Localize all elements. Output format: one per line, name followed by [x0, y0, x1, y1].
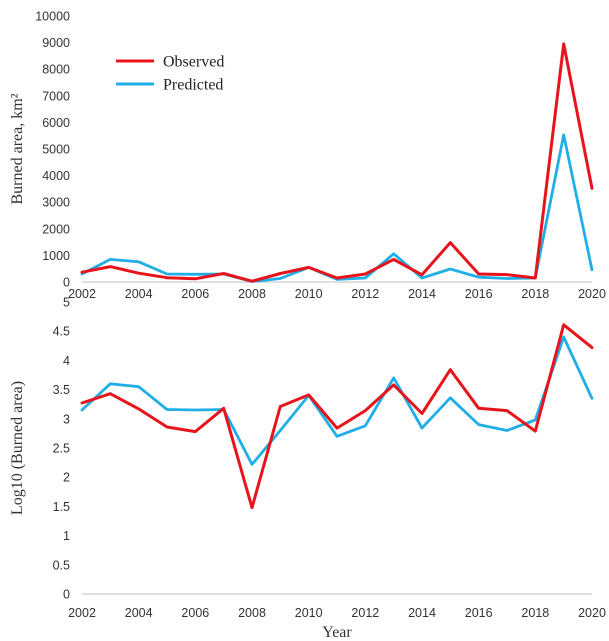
- y-tick-label: 8000: [42, 63, 70, 77]
- x-tick-label: 2004: [125, 606, 153, 620]
- burned-area-panel: 0 1000 2000 3000 4000 5000 6000 7000 8000 9000 100…: [9, 10, 606, 302]
- y-tick-label: 5000: [42, 143, 70, 157]
- y-tick-label: 3000: [42, 196, 70, 210]
- x-tick-label: 2014: [408, 606, 436, 620]
- x-tick-label: 2020: [578, 287, 606, 301]
- legend-label-observed: Observed: [163, 54, 224, 71]
- x-tick-label: 2016: [465, 287, 493, 301]
- y-tick-label: 2000: [42, 222, 70, 236]
- x-tick-label: 2004: [125, 287, 153, 301]
- y-tick-label: 0: [63, 588, 70, 602]
- y-tick-label: 4.5: [53, 325, 70, 339]
- y-tick-label: 3: [63, 412, 70, 426]
- x-tick-label: 2002: [68, 606, 96, 620]
- y-tick-label: 0: [63, 276, 70, 290]
- legend: Observed Predicted: [116, 54, 224, 94]
- x-tick-label: 2012: [351, 606, 379, 620]
- y-tick-label: 6000: [42, 116, 70, 130]
- x-tick-label: 2006: [181, 287, 209, 301]
- y-axis-title: Burned area, km²: [9, 93, 26, 204]
- y-tick-label: 1.5: [53, 500, 70, 514]
- x-tick-label: 2018: [521, 287, 549, 301]
- x-tick-label: 2006: [181, 606, 209, 620]
- x-tick-label: 2012: [351, 287, 379, 301]
- log-burned-area-panel: 0 0.5 1 1.5 2 2.5 3 3.5 4 4.5 5 2002 2004 2006 2008 201…: [9, 296, 606, 641]
- x-tick-label: 2016: [465, 606, 493, 620]
- y-tick-label: 2.5: [53, 442, 70, 456]
- y-tick-label: 1: [63, 529, 70, 543]
- series-line-observed: [80, 42, 594, 283]
- series-line-observed: [80, 323, 594, 510]
- x-tick-label: 2018: [521, 606, 549, 620]
- x-tick-label: 2020: [578, 606, 606, 620]
- y-tick-label: 7000: [42, 89, 70, 103]
- x-tick-label: 2002: [68, 287, 96, 301]
- y-tick-label: 1000: [42, 249, 70, 263]
- y-tick-label: 10000: [35, 10, 70, 24]
- series-line-predicted: [80, 335, 594, 466]
- y-tick-label: 5: [63, 296, 70, 310]
- y-tick-label: 4: [63, 354, 70, 368]
- legend-label-predicted: Predicted: [163, 77, 223, 94]
- y-tick-label: 9000: [42, 36, 70, 50]
- x-axis-title: Year: [322, 624, 352, 641]
- x-tick-label: 2014: [408, 287, 436, 301]
- x-tick-label: 2010: [295, 606, 323, 620]
- series-line-predicted: [80, 133, 594, 283]
- y-tick-label: 2: [63, 471, 70, 485]
- y-axis-title: Log10 (Burned area): [9, 381, 26, 515]
- y-tick-label: 3.5: [53, 383, 70, 397]
- x-tick-label: 2010: [295, 287, 323, 301]
- x-tick-label: 2008: [238, 287, 266, 301]
- y-tick-label: 0.5: [53, 558, 70, 572]
- y-tick-label: 4000: [42, 169, 70, 183]
- x-tick-label: 2008: [238, 606, 266, 620]
